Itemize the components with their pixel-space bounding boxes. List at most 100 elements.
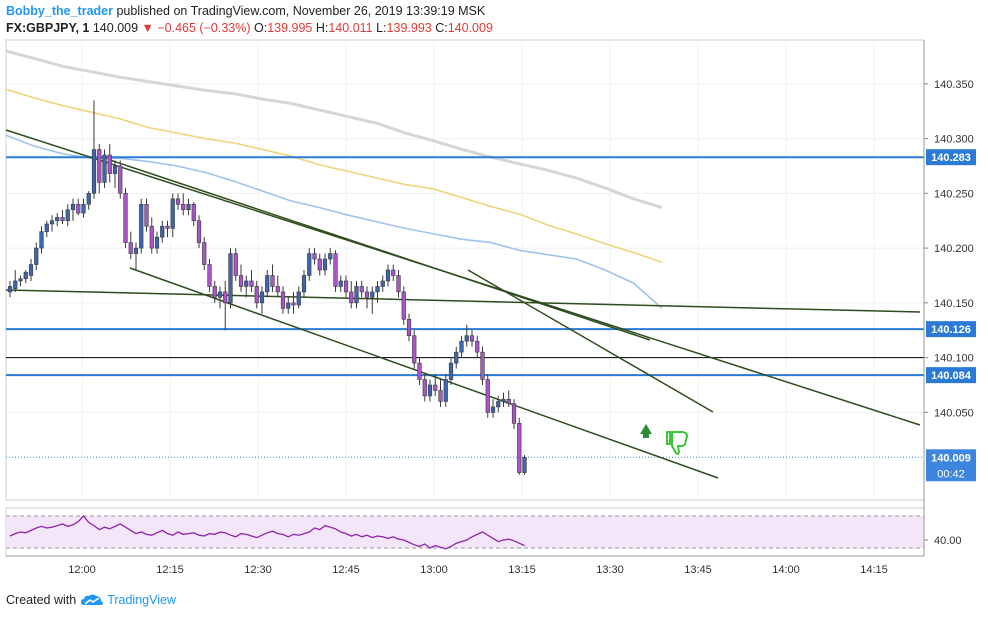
author-link[interactable]: Bobby_the_trader <box>6 4 113 18</box>
level-label-bg <box>926 321 976 338</box>
candle <box>86 191 91 210</box>
candle-body <box>417 362 422 380</box>
candle-body <box>186 203 191 211</box>
candle <box>422 374 427 402</box>
candle-body <box>181 203 186 211</box>
x-tick-label: 14:15 <box>860 564 888 576</box>
candle <box>118 160 123 199</box>
x-tick-label: 13:30 <box>596 564 624 576</box>
candle-body <box>480 351 485 380</box>
candle-body <box>517 423 522 473</box>
candle <box>270 264 275 292</box>
publish-info: Bobby_the_trader published on TradingVie… <box>6 4 485 18</box>
candle <box>343 275 349 298</box>
candle <box>49 215 55 232</box>
candle-body <box>364 291 370 298</box>
candle <box>175 193 181 210</box>
candle-body <box>34 247 39 265</box>
candle <box>349 280 354 309</box>
candle <box>55 213 60 227</box>
candles <box>7 100 527 475</box>
candle <box>333 250 338 292</box>
tradingview-link[interactable]: TradingView <box>107 593 176 607</box>
candle <box>76 198 81 216</box>
candle <box>354 280 359 309</box>
rsi-line <box>9 515 525 550</box>
candle-body <box>412 335 417 364</box>
candle-body <box>475 340 480 353</box>
trendline <box>5 289 921 313</box>
candle <box>107 144 112 183</box>
candle <box>265 270 270 298</box>
candle-body <box>86 193 91 205</box>
candle-body <box>359 286 364 293</box>
candle <box>380 275 385 292</box>
main-pane <box>5 39 925 501</box>
candle <box>480 346 485 385</box>
chart-markers <box>640 424 688 455</box>
rsi-pane <box>6 515 924 550</box>
candle <box>44 220 49 238</box>
candle-body <box>343 280 349 293</box>
candle-body <box>328 253 333 260</box>
candle <box>280 286 286 314</box>
candle-body <box>144 203 149 227</box>
candle-body <box>7 286 13 293</box>
candle <box>412 330 417 369</box>
footer: Created with TradingView <box>6 593 176 607</box>
candle-body <box>217 291 223 298</box>
countdown-label: 00:42 <box>937 468 965 480</box>
candle-body <box>60 217 65 222</box>
candle-body <box>112 165 118 174</box>
candle <box>522 455 527 475</box>
candle <box>123 187 128 249</box>
candle <box>133 242 139 270</box>
candle-body <box>13 280 18 289</box>
candle <box>7 280 13 298</box>
candle <box>433 374 438 396</box>
x-tick-label: 12:45 <box>332 564 360 576</box>
candle <box>490 399 496 418</box>
candle <box>511 399 517 429</box>
moving-averages <box>5 49 663 309</box>
candle-body <box>270 275 275 287</box>
candle-body <box>123 193 128 243</box>
candle <box>464 324 469 347</box>
candle-body <box>459 340 464 353</box>
candle-body <box>385 269 391 282</box>
candle-body <box>322 258 328 271</box>
candle <box>291 291 296 314</box>
thumbs-down-shape <box>666 431 688 455</box>
candle <box>102 149 107 188</box>
candle-body <box>312 253 317 260</box>
candle-body <box>291 302 296 306</box>
candle <box>259 286 265 314</box>
candle-body <box>296 291 301 306</box>
candle-body <box>107 154 112 174</box>
candle <box>170 193 175 238</box>
thumbs-down-icon <box>666 431 688 455</box>
y-tick-label: 140.300 <box>934 134 974 146</box>
symbol-label: FX:GBPJPY, 1 <box>6 21 90 35</box>
level-label-bg <box>926 149 976 166</box>
candle-body <box>249 280 254 287</box>
x-tick-label: 13:45 <box>684 564 712 576</box>
candle-body <box>522 456 527 473</box>
candle-body <box>427 384 433 397</box>
candle-body <box>375 286 380 293</box>
candle <box>275 275 280 298</box>
candle <box>139 198 144 254</box>
candle-body <box>70 203 76 211</box>
candle-body <box>280 291 286 309</box>
candle-body <box>55 217 60 222</box>
candle <box>18 275 23 287</box>
candle-body <box>448 362 454 380</box>
candle <box>359 280 364 298</box>
candle <box>322 253 328 276</box>
trendlines <box>5 129 921 479</box>
candle <box>238 264 244 292</box>
candle <box>165 220 170 238</box>
candle-body <box>391 269 396 276</box>
ma-yellow-line <box>5 88 663 264</box>
